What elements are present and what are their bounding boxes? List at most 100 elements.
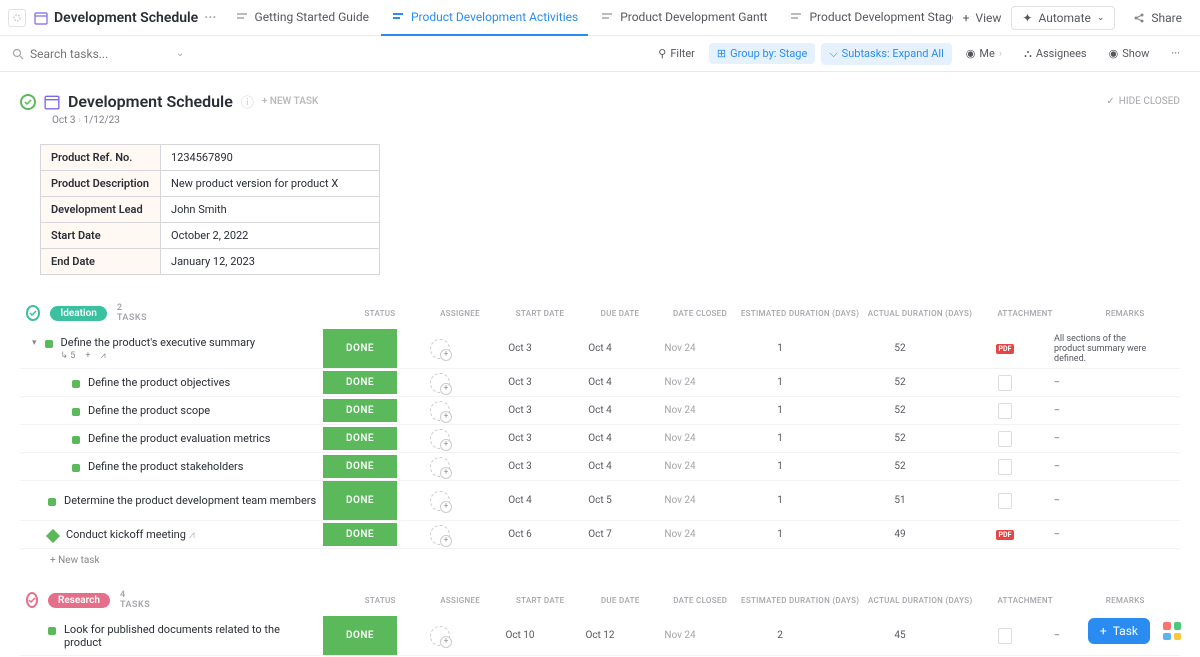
assignee-add[interactable] [430,626,450,646]
assignee-add[interactable] [430,491,450,511]
act-duration: 52 [840,405,960,416]
add-subtask[interactable]: + [85,351,90,361]
subtask-count[interactable]: ↳ 5 [61,351,76,361]
assignee-add[interactable] [430,457,450,477]
doc-title[interactable]: Development Schedule ··· [26,10,225,26]
group-name[interactable]: Research [48,593,110,608]
tab-0[interactable]: Getting Started Guide [225,0,379,36]
col-header: REMARKS [1070,309,1180,318]
start-date: Oct 3 [480,405,560,416]
chevron-down-icon[interactable]: ⌄ [176,48,184,59]
task-row[interactable]: Conduct kickoff meeting ⩘DONEOct 6Oct 7N… [20,521,1180,549]
tab-2[interactable]: Product Development Gantt [590,0,777,36]
task-title: Conduct kickoff meeting [66,528,186,541]
doc-more-icon[interactable]: ··· [204,10,216,26]
tab-1[interactable]: Product Development Activities [381,0,588,36]
assignees-button[interactable]: ⛬Assignees [1016,43,1095,65]
attach-icon[interactable]: ⩘ [189,528,195,541]
group-count: 2 TASKS [117,303,150,323]
attach-icon[interactable]: ⩘ [100,351,105,361]
task-title: Define the product objectives [88,376,230,389]
status-pill[interactable]: DONE [323,329,397,368]
me-button[interactable]: ◉Me› [958,43,1010,64]
status-pill[interactable]: DONE [323,455,397,478]
pdf-icon[interactable]: PDF [996,344,1015,354]
group-count: 4 TASKS [120,590,150,610]
est-duration: 2 [720,630,840,641]
calendar-icon [44,94,60,110]
task-title: Define the product evaluation metrics [88,432,270,445]
assignee-add[interactable] [430,525,450,545]
automate-button[interactable]: ✦ Automate ⌄ [1011,6,1115,30]
status-pill[interactable]: DONE [323,616,397,655]
status-pill[interactable]: DONE [323,481,397,520]
new-task-row[interactable]: + New task [20,549,1180,572]
date-closed: Nov 24 [640,405,720,416]
status-pill[interactable]: DONE [323,371,397,394]
subtasks-button[interactable]: ⌵Subtasks: Expand All [821,43,951,65]
due-date: Oct 4 [560,377,640,388]
list-toggle[interactable] [20,94,36,110]
doc-icon[interactable] [998,493,1012,509]
col-header: ATTACHMENT [980,309,1070,318]
share-button[interactable]: Share [1123,7,1192,29]
info-val: New product version for product X [161,171,380,197]
task-bullet [45,340,53,348]
assignee-add[interactable] [430,401,450,421]
share-icon [1133,12,1145,24]
doc-icon[interactable] [998,375,1012,391]
remarks: – [1050,434,1160,444]
group-toggle[interactable] [26,592,38,608]
add-view-button[interactable]: + View [953,7,1012,29]
col-header: ASSIGNEE [420,596,500,605]
assignee-add[interactable] [430,373,450,393]
calendar-icon [34,11,48,25]
remarks: – [1050,462,1160,472]
expand-icon[interactable]: ▾ [32,338,37,348]
due-date: Oct 5 [560,495,640,506]
assignee-add[interactable] [430,339,450,359]
tab-3[interactable]: Product Development Stage [779,0,952,36]
plus-icon: + [963,11,970,25]
start-date: Oct 3 [480,461,560,472]
doc-icon[interactable] [998,459,1012,475]
est-duration: 1 [720,529,840,540]
doc-icon[interactable] [998,403,1012,419]
task-bullet [72,408,80,416]
group-name[interactable]: Ideation [50,306,106,321]
tab-icon [235,10,249,24]
status-pill[interactable]: DONE [323,523,397,546]
task-row[interactable]: Define the product objectivesDONEOct 3Oc… [20,369,1180,397]
show-button[interactable]: ◉Show [1101,43,1158,64]
pdf-icon[interactable]: PDF [996,530,1015,540]
more-button[interactable]: ··· [1163,43,1188,64]
task-row[interactable]: Look for published documents related to … [20,616,1180,656]
info-icon[interactable]: ⓘ [241,92,254,111]
task-row[interactable]: Define the product stakeholdersDONEOct 3… [20,453,1180,481]
date-closed: Nov 24 [640,495,720,506]
task-row[interactable]: ▾ Define the product's executive summary ↳… [20,329,1180,369]
status-pill[interactable]: DONE [323,399,397,422]
info-key: Development Lead [41,197,161,223]
doc-icon[interactable] [998,431,1012,447]
group-toggle[interactable] [26,305,40,321]
assignee-add[interactable] [430,429,450,449]
hide-closed-button[interactable]: ✓ HIDE CLOSED [1106,96,1180,107]
status-pill[interactable]: DONE [323,427,397,450]
task-row[interactable]: Determine the product development team m… [20,481,1180,521]
groupby-button[interactable]: ⊞Group by: Stage [709,43,815,64]
people-icon: ⛬ [1024,47,1032,61]
search-input[interactable] [30,47,230,61]
task-title: Define the product's executive summary [61,336,256,349]
new-task-inline[interactable]: + NEW TASK [262,96,319,107]
filter-button[interactable]: ⚲Filter [650,43,703,64]
act-duration: 52 [840,377,960,388]
remarks: – [1050,406,1160,416]
nav-back-button[interactable] [8,9,26,27]
task-row[interactable]: Define the product scopeDONEOct 3Oct 4No… [20,397,1180,425]
doc-icon[interactable] [998,628,1012,644]
new-task-fab[interactable]: + Task [1088,618,1150,644]
apps-fab[interactable] [1158,617,1186,645]
tab-icon [600,10,614,24]
task-row[interactable]: Define the product evaluation metrics DON… [20,425,1180,453]
